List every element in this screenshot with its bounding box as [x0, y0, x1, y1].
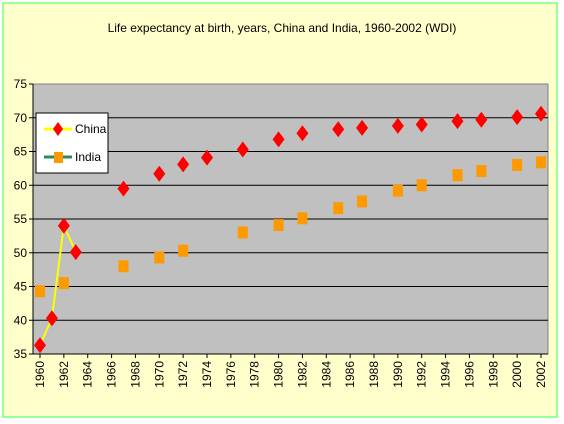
china-point	[201, 149, 213, 166]
y-tick-label: 55	[14, 212, 28, 226]
y-tick-label: 70	[14, 111, 28, 125]
y-tick-label: 50	[14, 246, 28, 260]
x-tick-label: 2002	[534, 361, 548, 388]
y-tick-label: 75	[14, 77, 28, 91]
x-tick-label: 1984	[319, 361, 333, 388]
india-point	[154, 251, 165, 264]
china-point	[57, 217, 70, 234]
chart-title: Life expectancy at birth, years, China a…	[108, 21, 457, 35]
x-tick-label: 1962	[57, 361, 71, 388]
india-point	[392, 184, 403, 197]
y-tick-label: 45	[14, 280, 28, 294]
x-tick-label: 1978	[248, 361, 262, 388]
india-point	[512, 159, 523, 171]
legend-india-label: India	[75, 150, 101, 164]
china-point	[511, 109, 524, 126]
legend-china-label: China	[75, 122, 107, 136]
china-point	[45, 310, 58, 327]
y-axis: 35 40 45 50 55 60 65 70 75	[14, 77, 34, 361]
china-point	[415, 116, 428, 133]
china-point	[332, 121, 345, 138]
china-point	[451, 113, 464, 130]
china-point	[69, 244, 82, 261]
x-tick-label: 1980	[272, 361, 286, 388]
x-tick-label: 1982	[295, 361, 309, 388]
x-tick-label: 1960	[33, 361, 47, 388]
x-tick-label: 1988	[367, 361, 381, 388]
china-point	[236, 141, 249, 158]
x-tick-label: 1986	[343, 361, 357, 388]
china-point	[356, 119, 369, 136]
china-point	[177, 156, 190, 173]
x-tick-label: 1972	[176, 361, 190, 388]
x-tick-label: 1968	[128, 361, 142, 388]
china-point	[153, 165, 166, 182]
india-point	[357, 195, 368, 208]
x-tick-label: 1990	[391, 361, 405, 388]
india-point	[178, 244, 189, 257]
india-point	[273, 219, 284, 232]
india-point	[333, 202, 344, 215]
legend-box	[35, 112, 109, 174]
india-point	[237, 226, 248, 239]
legend: China India	[35, 112, 109, 174]
x-tick-label: 1996	[462, 361, 476, 388]
x-tick-label: 1992	[415, 361, 429, 388]
y-tick-label: 35	[14, 347, 28, 361]
y-tick-label: 60	[14, 178, 28, 192]
y-tick-label: 40	[14, 313, 28, 327]
x-tick-label: 1994	[439, 361, 453, 388]
china-line	[39, 222, 77, 346]
gridlines	[33, 117, 548, 321]
x-tick-label: 1974	[200, 361, 214, 388]
india-point	[35, 285, 45, 298]
x-tick-label: 1976	[224, 361, 238, 388]
legend-india-marker	[54, 152, 63, 163]
china-point	[296, 125, 309, 142]
india-point	[297, 212, 308, 225]
x-tick-label: 1966	[105, 361, 119, 388]
x-tick-label: 1998	[486, 361, 500, 388]
china-point	[117, 180, 130, 197]
x-tick-label: 2000	[510, 361, 524, 388]
china-point	[391, 117, 404, 134]
x-tick-label: 1970	[152, 361, 166, 388]
y-tick-label: 65	[14, 145, 28, 159]
china-point	[34, 337, 46, 354]
china-point	[535, 105, 547, 122]
india-point	[452, 169, 463, 182]
x-tick-label: 1964	[81, 361, 95, 388]
china-point	[272, 131, 285, 148]
legend-china-marker	[53, 122, 63, 136]
india-point	[58, 277, 69, 290]
india-point	[416, 179, 427, 192]
india-point	[476, 165, 487, 178]
x-axis: 1960 1962 1964 1966 1968 1970 1972 1974 1976 1978…	[33, 353, 548, 388]
india-point	[118, 260, 129, 273]
series-layer	[34, 105, 547, 354]
china-point	[475, 111, 488, 128]
india-point	[536, 156, 546, 169]
